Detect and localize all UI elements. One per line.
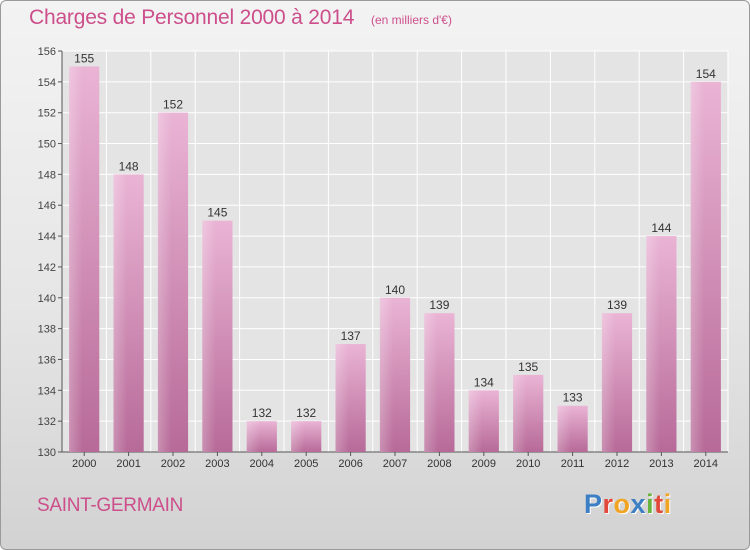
y-tick-label: 152 — [38, 108, 56, 120]
bar-value-label: 132 — [252, 406, 272, 420]
bar-value-label: 140 — [385, 283, 405, 297]
bar-highlight — [157, 112, 172, 452]
bar-value-label: 137 — [341, 329, 361, 343]
y-tick-label: 130 — [38, 447, 56, 459]
bar-highlight — [557, 405, 572, 452]
commune-name: SAINT-GERMAIN — [37, 495, 184, 516]
y-tick-label: 138 — [38, 324, 56, 336]
x-tick-label: 2003 — [205, 458, 229, 470]
x-tick-label: 2014 — [694, 458, 718, 470]
x-tick-label: 2006 — [338, 458, 362, 470]
y-tick-label: 148 — [38, 169, 56, 181]
bar-value-label: 145 — [207, 206, 227, 220]
y-tick-label: 154 — [38, 77, 56, 89]
x-tick-label: 2005 — [294, 458, 318, 470]
logo-letter: P — [584, 489, 603, 519]
y-tick-label: 144 — [38, 231, 56, 243]
bar-value-label: 139 — [429, 298, 449, 312]
x-tick-label: 2002 — [161, 458, 185, 470]
bar-highlight — [424, 313, 438, 452]
y-tick-label: 136 — [38, 354, 56, 366]
x-tick-label: 2009 — [472, 458, 496, 470]
bar-highlight — [468, 390, 483, 452]
logo-letter: o — [613, 489, 631, 519]
y-tick-label: 140 — [38, 293, 56, 305]
bar-highlight — [646, 236, 660, 452]
x-tick-label: 2012 — [605, 458, 629, 470]
bar-highlight — [601, 313, 616, 452]
x-tick-label: 2010 — [516, 458, 540, 470]
x-tick-label: 2007 — [383, 458, 407, 470]
bar-highlight — [291, 421, 305, 452]
bar-value-label: 133 — [563, 391, 583, 405]
logo-letter: x — [630, 489, 647, 519]
y-tick-label: 150 — [38, 139, 56, 151]
bar-value-label: 155 — [74, 51, 94, 65]
bar-highlight — [513, 374, 527, 452]
bar-value-label: 154 — [696, 67, 716, 81]
x-tick-label: 2001 — [116, 458, 140, 470]
x-tick-label: 2000 — [72, 458, 96, 470]
proxiti-logo: Proxiti — [584, 489, 672, 520]
logo-letter: t — [654, 489, 664, 519]
bar-value-label: 135 — [518, 360, 538, 374]
bar-highlight — [379, 297, 394, 452]
bar-value-label: 152 — [163, 98, 183, 112]
chart-title: Charges de Personnel 2000 à 2014 — [29, 6, 355, 29]
y-tick-label: 132 — [38, 416, 56, 428]
y-tick-label: 134 — [38, 385, 56, 397]
bar-highlight — [202, 220, 216, 452]
bar-highlight — [690, 81, 705, 452]
bar-value-label: 148 — [119, 159, 139, 173]
x-tick-label: 2011 — [561, 458, 585, 470]
bar-highlight — [246, 421, 261, 452]
bar-value-label: 139 — [607, 298, 627, 312]
bar-highlight — [69, 66, 83, 452]
bar-highlight — [335, 344, 350, 452]
bar-value-label: 132 — [296, 406, 316, 420]
bar-value-label: 144 — [651, 221, 671, 235]
chart-subtitle: (en milliers d'€) — [371, 13, 452, 27]
logo-letter: r — [602, 489, 614, 519]
logo-letter: i — [646, 489, 655, 519]
bar-value-label: 134 — [474, 375, 494, 389]
x-tick-label: 2008 — [427, 458, 451, 470]
y-tick-label: 156 — [38, 46, 56, 58]
y-tick-label: 146 — [38, 200, 56, 212]
logo-letter: i — [663, 489, 672, 519]
x-tick-label: 2004 — [250, 458, 274, 470]
x-tick-label: 2013 — [649, 458, 673, 470]
bar-highlight — [113, 174, 128, 452]
y-tick-label: 142 — [38, 262, 56, 274]
